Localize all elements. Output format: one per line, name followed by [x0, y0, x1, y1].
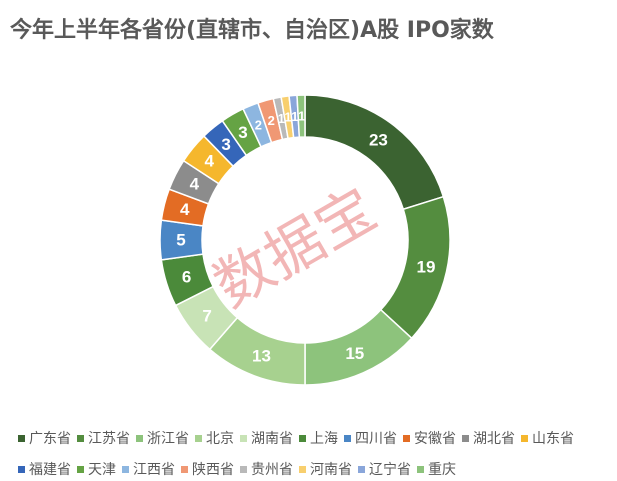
slice-17	[296, 94, 306, 138]
legend-swatch-3	[195, 434, 202, 442]
legend-label-7: 安徽省	[414, 431, 456, 447]
legend-item-12: 江西省	[122, 459, 175, 479]
data-label-7: 4	[180, 200, 190, 219]
watermark: 数据宝	[203, 175, 388, 321]
legend-label-11: 天津	[88, 462, 116, 478]
legend-label-4: 湖南省	[251, 431, 293, 447]
data-label-12: 2	[255, 118, 262, 133]
legend-item-16: 辽宁省	[358, 459, 411, 479]
legend-swatch-13	[181, 465, 188, 473]
data-label-14: 1	[278, 111, 285, 126]
chart-title: 今年上半年各省份(直辖市、自治区)A股 IPO家数	[10, 18, 494, 43]
legend-item-3: 北京	[195, 428, 234, 448]
legend-swatch-17	[417, 465, 424, 473]
legend-swatch-7	[403, 434, 410, 442]
data-label-8: 4	[190, 175, 200, 194]
legend-label-16: 辽宁省	[369, 462, 411, 478]
legend-label-3: 北京	[206, 431, 234, 447]
data-label-15: 1	[284, 110, 291, 125]
data-label-3: 13	[252, 347, 271, 366]
slices-group	[159, 94, 451, 386]
legend-item-13: 陕西省	[181, 459, 234, 479]
data-label-9: 4	[205, 152, 215, 171]
legend-label-2: 浙江省	[147, 431, 189, 447]
legend-item-14: 贵州省	[240, 459, 293, 479]
data-label-4: 7	[202, 307, 211, 326]
legend-swatch-4	[240, 434, 247, 442]
legend-item-2: 浙江省	[136, 428, 189, 448]
legend-swatch-16	[358, 465, 365, 473]
data-label-17: 1	[298, 109, 305, 124]
legend-swatch-0	[18, 434, 25, 442]
legend-label-5: 上海	[310, 431, 338, 447]
legend-item-6: 四川省	[344, 428, 397, 448]
legend-swatch-14	[240, 465, 247, 473]
legend-item-4: 湖南省	[240, 428, 293, 448]
legend-label-9: 山东省	[532, 431, 574, 447]
data-label-5: 6	[182, 268, 191, 287]
legend-item-15: 河南省	[299, 459, 352, 479]
legend-item-0: 广东省	[18, 428, 71, 448]
data-label-11: 3	[238, 123, 247, 142]
legend-label-13: 陕西省	[192, 462, 234, 478]
legend-swatch-15	[299, 465, 306, 473]
legend-swatch-6	[344, 434, 351, 442]
legend-swatch-8	[462, 434, 469, 442]
legend-item-5: 上海	[299, 428, 338, 448]
legend-swatch-9	[521, 434, 528, 442]
legend-label-0: 广东省	[29, 431, 71, 447]
data-label-0: 23	[369, 131, 388, 150]
legend-item-7: 安徽省	[403, 428, 456, 448]
legend-item-11: 天津	[77, 459, 116, 479]
legend-label-14: 贵州省	[251, 462, 293, 478]
legend-swatch-11	[77, 465, 84, 473]
legend: 广东省 江苏省 浙江省 北京 湖南省 上海 四川省 安徽省 湖北省 山东省福建省 天津 江西省 陕西省 贵…	[18, 428, 613, 479]
legend-item-10: 福建省	[18, 459, 71, 479]
data-label-2: 15	[345, 344, 364, 363]
legend-label-1: 江苏省	[88, 431, 130, 447]
data-label-16: 1	[291, 109, 298, 124]
legend-label-10: 福建省	[29, 462, 71, 478]
legend-label-8: 湖北省	[473, 431, 515, 447]
data-label-1: 19	[417, 258, 436, 277]
legend-item-1: 江苏省	[77, 428, 130, 448]
legend-item-9: 山东省	[521, 428, 574, 448]
legend-item-17: 重庆	[417, 459, 456, 479]
legend-swatch-10	[18, 465, 25, 473]
legend-swatch-1	[77, 434, 84, 442]
legend-label-17: 重庆	[428, 462, 456, 478]
slice-1	[379, 195, 451, 340]
legend-swatch-12	[122, 465, 129, 473]
legend-label-15: 河南省	[310, 462, 352, 478]
legend-label-6: 四川省	[355, 431, 397, 447]
legend-swatch-5	[299, 434, 306, 442]
data-label-6: 5	[176, 231, 185, 250]
legend-swatch-2	[136, 434, 143, 442]
data-label-13: 2	[268, 113, 275, 128]
legend-item-8: 湖北省	[462, 428, 515, 448]
legend-label-12: 江西省	[133, 462, 175, 478]
data-label-10: 3	[221, 135, 230, 154]
